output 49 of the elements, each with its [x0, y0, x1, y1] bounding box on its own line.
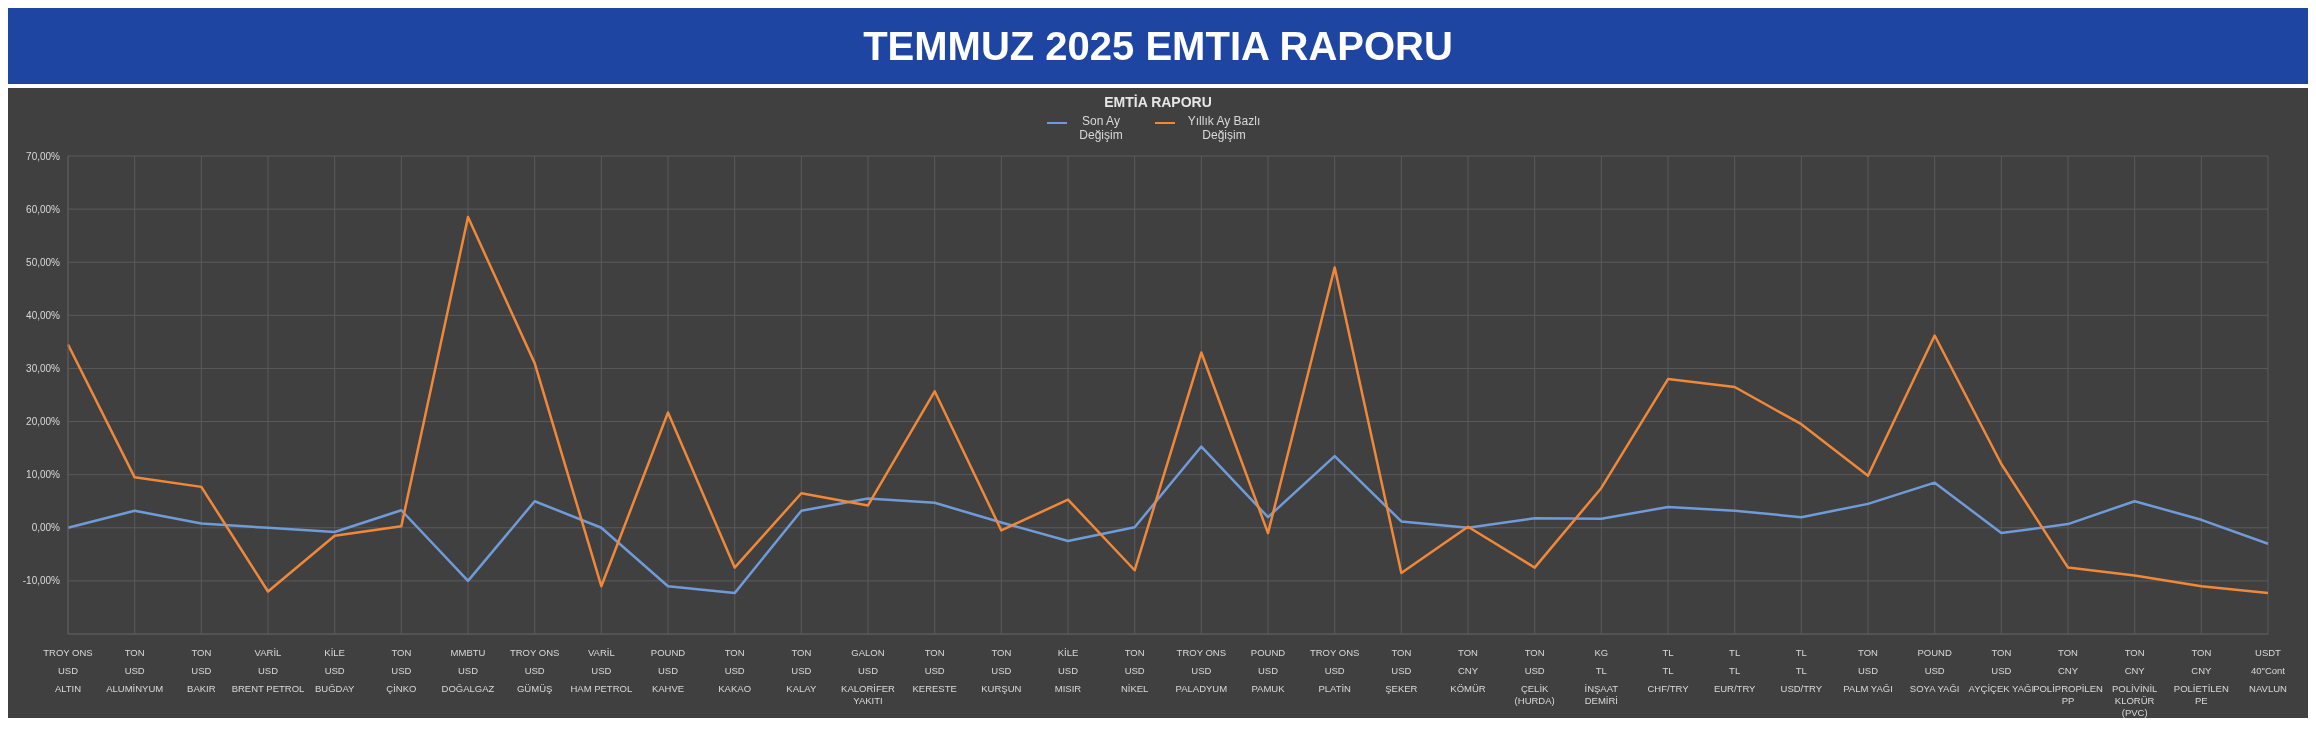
- y-tick-label: 10,00%: [26, 469, 61, 481]
- x-tick-label: TL TL EUR/TRY: [1713, 647, 1757, 694]
- x-tick-label: TL TL CHF/TRY: [1647, 647, 1690, 694]
- x-tick-label: TROY ONS USD GÜMÜŞ: [509, 647, 560, 694]
- x-tick-label: TON CNY KÖMÜR: [1450, 647, 1486, 694]
- y-tick-label: 40,00%: [26, 309, 61, 321]
- x-tick-label: TON USD ÇİNKO: [386, 647, 417, 694]
- x-tick-label: POUND USD SOYA YAĞI: [1909, 647, 1960, 694]
- x-tick-label: KİLE USD BUĞDAY: [314, 647, 356, 694]
- x-tick-label: POUND USD KAHVE: [650, 647, 686, 694]
- x-tick-label: TON USD KAKAO: [718, 647, 752, 694]
- x-tick-label: TROY ONS USD ALTIN: [43, 647, 93, 694]
- x-tick-label: TON USD KURŞUN: [981, 647, 1022, 694]
- x-tick-label: MMBTU USD DOĞALGAZ: [441, 647, 495, 694]
- legend-label: Son Ay Değişim: [1078, 114, 1124, 142]
- x-tick-label: TON USD ŞEKER: [1385, 647, 1418, 694]
- x-tick-label: TON USD KERESTE: [912, 647, 957, 694]
- x-tick-label: POUND USD PAMUK: [1250, 647, 1286, 694]
- line-series: [66, 215, 2270, 595]
- x-tick-label: TON CNY POLİETİLEN PE: [2173, 647, 2229, 706]
- y-tick-label: 20,00%: [26, 416, 61, 428]
- x-tick-label: TROY ONS USD PLATİN: [1309, 647, 1360, 694]
- chart-title: TEMMUZ 2025 EMTIA RAPORU: [8, 8, 2308, 88]
- line-series: [66, 445, 2270, 595]
- x-tick-label: USDT 40"Cont NAVLUN: [2249, 647, 2288, 694]
- x-tick-label: TON USD PALM YAĞI: [1843, 647, 1893, 694]
- x-tick-label: KG TL İNŞAAT DEMİRİ: [1584, 647, 1619, 706]
- legend-label: Yıllık Ay Bazlı Değişim: [1186, 114, 1262, 142]
- x-tick-label: TON CNY POLİPROPİLEN PP: [2033, 647, 2103, 706]
- y-tick-label: 70,00%: [26, 150, 61, 162]
- x-tick-label: KİLE USD MISIR: [1054, 647, 1082, 694]
- y-tick-label: 0,00%: [31, 522, 61, 534]
- y-tick-label: 60,00%: [26, 203, 61, 215]
- x-tick-label: TL TL USD/TRY: [1780, 647, 1823, 694]
- y-tick-label: 50,00%: [26, 256, 61, 268]
- x-tick-label: TON USD ÇELİK (HURDA): [1514, 647, 1555, 706]
- y-tick-label: 30,00%: [26, 362, 61, 374]
- x-tick-label: GALON USD KALORİFER YAKITI: [841, 647, 896, 706]
- x-tick-label: TON USD KALAY: [786, 647, 817, 694]
- x-tick-label: TON USD NİKEL: [1120, 647, 1149, 694]
- x-tick-label: VARİL USD BRENT PETROL: [231, 647, 305, 694]
- x-tick-label: TON USD BAKIR: [187, 647, 216, 694]
- x-tick-label: TON USD ALUMİNYUM: [106, 647, 164, 694]
- x-tick-label: TROY ONS USD PALADYUM: [1175, 647, 1228, 694]
- y-tick-label: -10,00%: [22, 575, 61, 587]
- x-tick-label: TON CNY POLİVİNİL KLORÜR (PVC): [2111, 647, 2158, 718]
- x-tick-label: VARİL USD HAM PETROL: [570, 647, 633, 694]
- x-tick-label: TON USD AYÇİÇEK YAĞI: [1968, 647, 2035, 694]
- chart-subtitle: EMTİA RAPORU: [1103, 93, 1213, 110]
